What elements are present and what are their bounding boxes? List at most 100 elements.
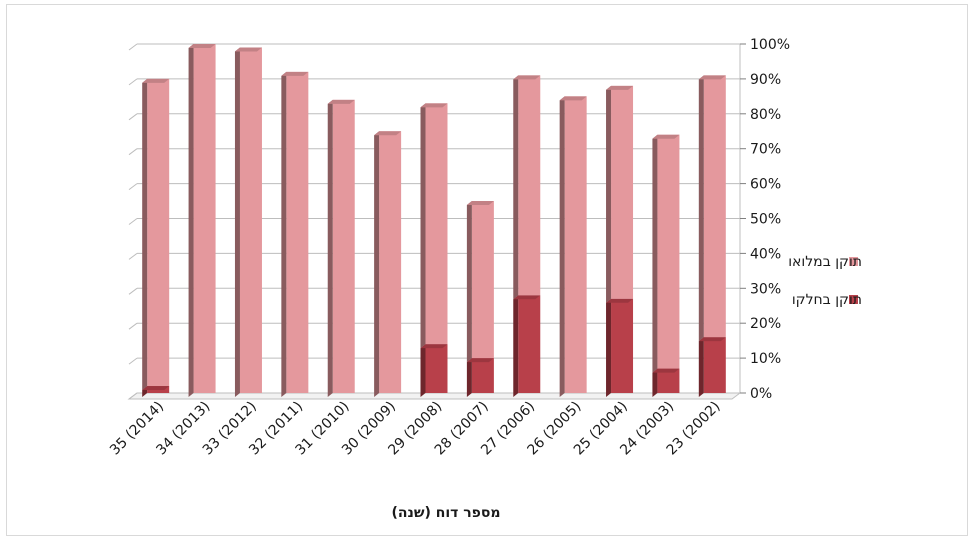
- bar-front: [332, 99, 355, 393]
- bar-side: [652, 134, 658, 373]
- y-tick-label: 100%: [750, 37, 790, 53]
- bar-top: [652, 134, 680, 139]
- legend-label-partial: תוקן בחלקו: [792, 292, 862, 308]
- bar-front: [657, 134, 680, 369]
- bar-side: [327, 99, 333, 397]
- bar-top: [420, 344, 448, 349]
- gridline-depth: [128, 252, 138, 260]
- bar-segment: [281, 71, 309, 398]
- y-tick-label: 30%: [750, 281, 781, 297]
- bar-side: [606, 85, 612, 303]
- bar-front: [703, 337, 726, 393]
- bar-front: [425, 344, 448, 393]
- bar-front: [193, 44, 216, 393]
- bar-side: [652, 368, 658, 397]
- gridline-depth: [128, 218, 138, 225]
- bar-segment: [513, 295, 541, 397]
- gridline-depth: [128, 357, 138, 365]
- bar-side: [698, 337, 704, 397]
- bar-top: [234, 47, 262, 52]
- gridline-depth: [128, 78, 138, 86]
- bar-side: [234, 47, 240, 398]
- bar-segment: [606, 298, 634, 397]
- bar-side: [142, 78, 148, 391]
- bar-front: [611, 85, 634, 299]
- bar-side: [374, 131, 380, 397]
- bar-top: [606, 298, 634, 303]
- bar-top: [513, 295, 541, 300]
- bar-side: [466, 358, 472, 397]
- bar-side: [188, 44, 194, 397]
- y-tick-label: 20%: [750, 316, 781, 332]
- bar-front: [425, 103, 448, 345]
- bar-side: [698, 75, 704, 342]
- bar-top: [142, 386, 170, 391]
- bar-segment: [188, 44, 216, 397]
- bar-top: [188, 44, 216, 48]
- gridline-depth: [128, 113, 138, 121]
- bar-segment: [420, 103, 448, 349]
- y-tick-label: 80%: [750, 107, 781, 123]
- y-tick-label: 10%: [750, 351, 781, 367]
- bar-side: [281, 71, 287, 398]
- gridline-depth: [128, 148, 138, 156]
- bar-top: [466, 201, 494, 206]
- bar-front: [703, 75, 726, 338]
- bar-side: [513, 75, 519, 300]
- bar-segment: [698, 337, 726, 397]
- y-tick-label: 0%: [750, 386, 772, 402]
- bar-top: [420, 103, 448, 108]
- bar-top: [559, 96, 587, 101]
- bar-segment: [606, 85, 634, 303]
- legend-swatch-full: [849, 257, 858, 266]
- bar-segment: [234, 47, 262, 398]
- bar-side: [559, 96, 565, 397]
- bar-front: [518, 75, 541, 296]
- bar-side: [606, 298, 612, 397]
- legend-label-full: תוקן במלואו: [788, 254, 862, 270]
- bar-front: [611, 298, 634, 393]
- bar-segment: [559, 96, 587, 397]
- bar-front: [286, 71, 309, 394]
- bar-top: [698, 75, 726, 80]
- y-tick-label: 40%: [750, 246, 781, 262]
- y-tick-label: 50%: [750, 212, 781, 228]
- bar-top: [374, 131, 402, 136]
- bar-front: [471, 201, 494, 359]
- x-axis-title: מספר דוח (שנה): [391, 505, 500, 521]
- bar-side: [466, 201, 472, 363]
- gridline-depth: [128, 43, 138, 51]
- bar-segment: [652, 134, 680, 373]
- bar-segment: [698, 75, 726, 342]
- bar-top: [698, 337, 726, 342]
- bar-top: [142, 78, 170, 83]
- gridline-depth: [128, 392, 138, 400]
- bar-top: [606, 85, 634, 90]
- bar-segment: [652, 368, 680, 397]
- y-axis-ticks: 0% 10% 20% 30% 40% 50% 60% 70% 80% 90% 100%: [740, 37, 790, 402]
- bar-segment: [374, 131, 402, 397]
- bar-top: [652, 368, 680, 373]
- gridline-depth: [128, 322, 138, 330]
- bar-segment: [466, 358, 494, 397]
- bar-segment: [466, 201, 494, 363]
- y-tick-label: 90%: [750, 72, 781, 88]
- gridline-depth: [128, 183, 138, 191]
- y-tick-label: 70%: [750, 142, 781, 158]
- chart-floor: [127, 392, 742, 400]
- bar-segment: [420, 344, 448, 397]
- bar-front: [379, 131, 402, 393]
- bar-segment: [142, 78, 170, 391]
- bar-front: [239, 47, 262, 394]
- legend-swatch-partial: [849, 295, 858, 304]
- bar-side: [420, 103, 426, 349]
- bar-front: [657, 368, 680, 393]
- x-axis-ticks: 35 (2014)34 (2013)33 (2012)32 (2011)31 (…: [107, 399, 724, 459]
- gridline-depth: [128, 287, 138, 295]
- bar-top: [327, 99, 355, 104]
- bar-front: [471, 358, 494, 393]
- bar-top: [281, 71, 309, 76]
- bars: [142, 44, 726, 398]
- bar-side: [513, 295, 519, 397]
- bar-segment: [142, 386, 170, 397]
